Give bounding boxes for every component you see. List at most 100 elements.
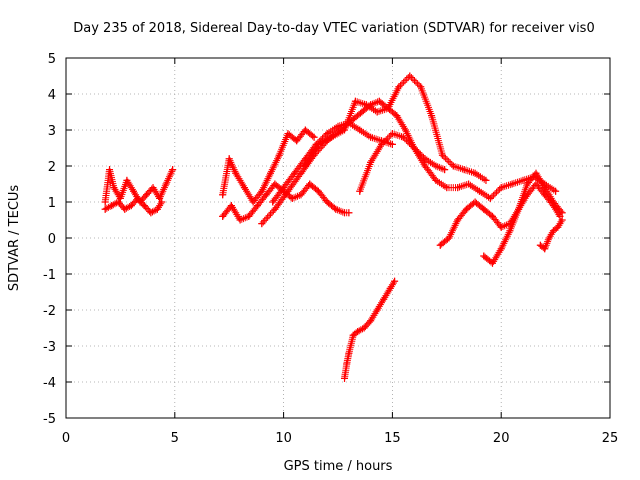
data-point [227,202,235,210]
data-point [441,166,449,174]
data-point [290,169,298,177]
series-trace-d [219,180,353,224]
data-point [367,158,375,166]
data-point [169,166,177,174]
data-point [375,97,383,105]
y-tick-label: 2 [48,160,56,175]
data-point [367,317,375,325]
data-point [258,187,266,195]
x-tick-label: 25 [602,431,619,446]
data-point [225,155,233,163]
data-point [393,112,401,120]
data-point [284,130,292,138]
data-point [219,212,227,220]
data-point [356,126,364,134]
series-trace-c [219,126,318,206]
y-tick-label: 0 [48,232,56,247]
data-point [101,205,109,213]
x-tick-label: 10 [275,431,292,446]
data-point [356,187,364,195]
data-point [428,112,436,120]
data-point [116,194,124,202]
data-point [523,180,531,188]
y-axis-label: SDTVAR / TECUs [7,185,22,292]
data-point [449,162,457,170]
data-point [486,194,494,202]
data-point [373,306,381,314]
data-point [471,169,479,177]
y-tick-label: 3 [48,124,56,139]
data-point [147,209,155,217]
data-point [532,180,540,188]
data-point [267,169,275,177]
data-point [101,198,109,206]
data-point [156,194,164,202]
data-point [462,205,470,213]
data-point [384,104,392,112]
data-point [497,223,505,231]
data-point [345,349,353,357]
data-point [454,216,462,224]
data-point [443,184,451,192]
data-point [249,198,257,206]
data-point [323,198,331,206]
y-tick-label: 5 [48,52,56,67]
data-point [219,191,227,199]
data-point [406,72,414,80]
data-point [480,252,488,260]
data-point [297,169,305,177]
data-point [341,126,349,134]
series-trace-g [301,72,490,184]
data-point [349,331,357,339]
data-point [445,234,453,242]
data-point [236,216,244,224]
y-tick-label: -4 [43,376,56,391]
x-tick-label: 5 [171,431,179,446]
data-point [314,187,322,195]
data-point [288,194,296,202]
data-point [391,277,399,285]
series-trace-l [341,277,399,382]
data-point [269,198,277,206]
data-point [536,241,544,249]
data-point [162,180,170,188]
y-tick-label: -3 [43,340,56,355]
data-point [519,176,527,184]
data-point [134,194,142,202]
data-point [395,83,403,91]
data-point [388,130,396,138]
data-point [158,198,166,206]
data-point [343,360,351,368]
series-trace-b [101,194,166,217]
y-tick-label: -1 [43,268,56,283]
chart-title: Day 235 of 2018, Sidereal Day-to-day VTE… [73,21,594,36]
data-point [114,198,122,206]
data-point [110,184,118,192]
data-point [488,212,496,220]
data-point [332,205,340,213]
x-tick-label: 15 [384,431,401,446]
data-point [378,140,386,148]
data-point [129,187,137,195]
series-trace-h [356,130,560,202]
data-point [545,234,553,242]
data-point [323,130,331,138]
data-point [271,180,279,188]
data-point [306,180,314,188]
data-point [454,184,462,192]
data-point [488,259,496,267]
data-point [362,101,370,109]
ticks: 0 5 10 15 20 25 -5 -4 -3 -2 -1 0 1 2 3 4 5 [43,52,618,446]
data-point [232,169,240,177]
data-point [106,166,114,174]
data-point [275,151,283,159]
data-point [471,198,479,206]
x-tick-label: 20 [493,431,510,446]
series-trace-k [536,216,566,253]
data-point [506,227,514,235]
x-axis-label: GPS time / hours [284,459,393,474]
data-point [541,184,549,192]
data-point [373,108,381,116]
data-point [354,328,362,336]
